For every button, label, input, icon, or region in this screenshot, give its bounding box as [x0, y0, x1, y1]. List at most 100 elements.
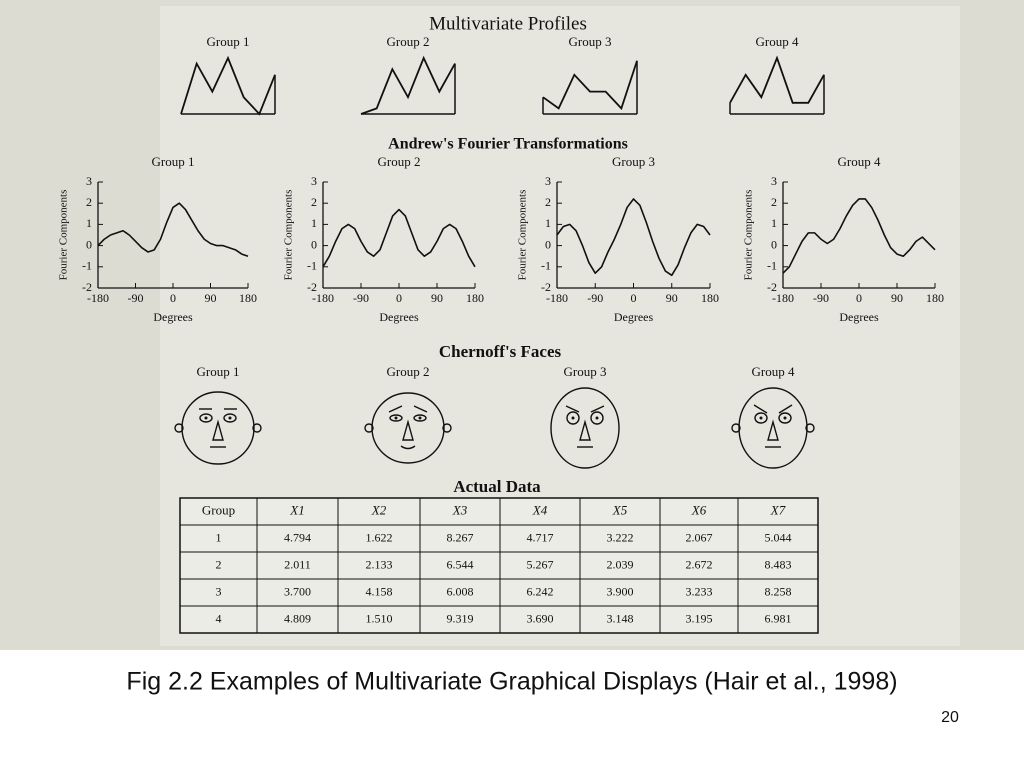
- table-cell: 1.622: [366, 530, 393, 544]
- x-tick-label: 90: [431, 291, 443, 305]
- x-axis-label: Degrees: [839, 310, 879, 324]
- table-cell: 2.011: [284, 557, 311, 571]
- x-tick-label: 0: [396, 291, 402, 305]
- y-tick-label: -2: [541, 280, 551, 294]
- face-brow: [388, 405, 403, 413]
- table-cell: 4.717: [527, 530, 554, 544]
- table-cell: 5.044: [765, 530, 792, 544]
- fourier-curve: [322, 208, 476, 268]
- x-tick-label: -180: [312, 291, 334, 305]
- face-brow: [413, 405, 428, 413]
- fourier-group-label: Group 2: [378, 154, 421, 169]
- face-outline: [181, 391, 255, 465]
- table-cell: 1: [216, 530, 222, 544]
- x-tick-label: -180: [87, 291, 109, 305]
- y-tick-label: 3: [86, 174, 92, 188]
- y-tick-label: 2: [311, 195, 317, 209]
- face-ear: [442, 423, 452, 433]
- fourier-curve: [97, 202, 249, 257]
- face-pupil: [394, 416, 398, 420]
- table-cell: 3.222: [607, 530, 634, 544]
- y-axis-label: Fourier Components: [283, 190, 295, 281]
- figure-layer: Group 1 Group 2 Group 3 Group 4 Group 1 -2 -1 0…: [58, 34, 944, 634]
- table-cell: 3.900: [607, 584, 634, 598]
- table-cell: 6.981: [765, 611, 792, 625]
- profile-line: [180, 55, 276, 116]
- x-axis-label: Degrees: [153, 310, 193, 324]
- table-cell: 2.039: [607, 557, 634, 571]
- face-eye: [413, 414, 427, 422]
- y-tick-label: -1: [767, 259, 777, 273]
- table-cell: 3.700: [284, 584, 311, 598]
- table-header-cell: X1: [289, 502, 304, 517]
- x-tick-label: 0: [170, 291, 176, 305]
- table-cell: 3.233: [686, 584, 713, 598]
- face-pupil: [418, 416, 422, 420]
- face-pupil: [595, 416, 599, 420]
- y-axis-label: Fourier Components: [743, 190, 755, 281]
- profile-group-label: Group 2: [387, 34, 430, 49]
- y-tick-label: 1: [545, 216, 551, 230]
- y-tick-label: 0: [311, 237, 317, 251]
- y-tick-label: -1: [541, 259, 551, 273]
- face-ear: [174, 423, 184, 433]
- x-tick-label: -90: [128, 291, 144, 305]
- y-tick-label: 3: [311, 174, 317, 188]
- table-cell: 5.267: [527, 557, 554, 571]
- table-cell: 8.267: [447, 530, 474, 544]
- face-group-label: Group 2: [387, 364, 430, 379]
- face-pupil: [228, 416, 232, 420]
- face-pupil: [571, 416, 575, 420]
- x-axis-label: Degrees: [379, 310, 419, 324]
- x-axis-label: Degrees: [614, 310, 654, 324]
- y-tick-label: -1: [82, 259, 92, 273]
- table-title: Actual Data: [453, 477, 541, 496]
- x-tick-label: 0: [631, 291, 637, 305]
- y-tick-label: 0: [86, 237, 92, 251]
- face-outline: [550, 387, 620, 469]
- fourier-curve: [556, 198, 711, 277]
- face-outline: [738, 387, 808, 469]
- fourier-group-label: Group 3: [612, 154, 655, 169]
- face-eye: [754, 412, 768, 424]
- y-tick-label: -1: [307, 259, 317, 273]
- y-tick-label: 2: [86, 195, 92, 209]
- table-header-cell: X7: [770, 502, 786, 517]
- x-tick-label: -90: [813, 291, 829, 305]
- table-cell: 9.319: [447, 611, 474, 625]
- table-cell: 2.133: [366, 557, 393, 571]
- table-cell: 1.510: [366, 611, 393, 625]
- table-cell: 8.258: [765, 584, 792, 598]
- face-nose: [212, 419, 224, 441]
- x-tick-label: 90: [205, 291, 217, 305]
- profile-group-label: Group 1: [207, 34, 250, 49]
- y-axis-label: Fourier Components: [517, 190, 529, 281]
- table-cell: 6.544: [447, 557, 474, 571]
- table-cell: 6.008: [447, 584, 474, 598]
- y-tick-label: 2: [771, 195, 777, 209]
- table-header-cell: X5: [612, 502, 628, 517]
- fourier-group-label: Group 1: [152, 154, 195, 169]
- face-pupil: [759, 416, 763, 420]
- face-ear: [731, 423, 741, 433]
- face-group-label: Group 3: [564, 364, 607, 379]
- face-mouth: [400, 445, 416, 450]
- face-ear: [252, 423, 262, 433]
- face-pupil: [783, 416, 787, 420]
- y-tick-label: -2: [767, 280, 777, 294]
- table-header-cell: X4: [532, 502, 548, 517]
- y-tick-label: 3: [771, 174, 777, 188]
- y-tick-label: 1: [311, 216, 317, 230]
- table-cell: 2.067: [686, 530, 713, 544]
- fourier-group-label: Group 4: [838, 154, 881, 169]
- x-tick-label: 180: [701, 291, 719, 305]
- table-header-cell: X6: [691, 502, 707, 517]
- y-tick-label: -2: [82, 280, 92, 294]
- face-eye: [778, 412, 792, 424]
- face-eye: [389, 414, 403, 422]
- face-ear: [364, 423, 374, 433]
- page-number: 20: [941, 709, 959, 726]
- face-ear: [805, 423, 815, 433]
- face-pupil: [204, 416, 208, 420]
